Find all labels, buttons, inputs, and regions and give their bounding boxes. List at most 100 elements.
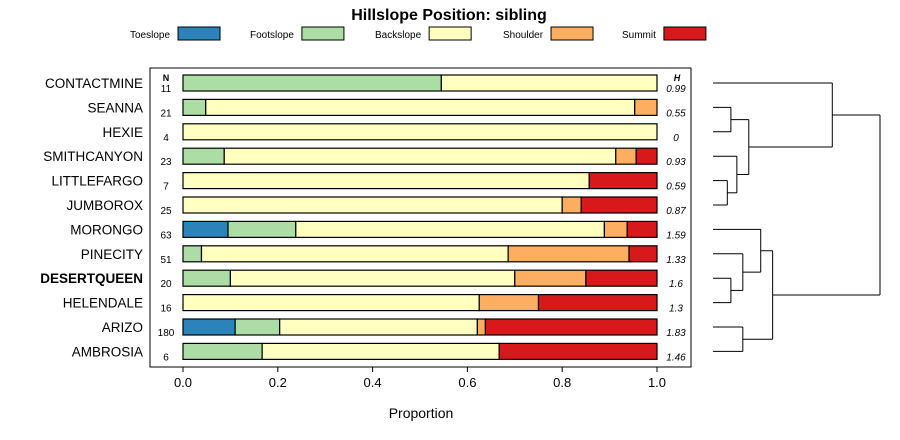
row-label-morongo: MORONGO: [70, 222, 143, 237]
n-value: 7: [163, 182, 169, 193]
bar-segment-littlefargo-backslope: [182, 172, 590, 190]
bar-segment-desertqueen-backslope: [229, 269, 516, 287]
row-label-seanna: SEANNA: [87, 100, 143, 115]
bar-group: [182, 74, 658, 360]
h-value-group: 0.99 0.55 0 0.93 0.59 0.87 1.59 1.33 1.6 1.3 1.83 1…: [666, 84, 686, 363]
bar-segment-desertqueen-summit: [585, 269, 658, 287]
n-value: 4: [163, 133, 169, 144]
x-tick-label: 0.4: [364, 375, 382, 390]
h-value: 1.59: [666, 230, 686, 241]
bar-segment-helendale-summit: [537, 294, 658, 312]
h-column-header: H: [674, 73, 681, 83]
h-value: 0.87: [666, 206, 686, 217]
row-label-jumborox: JUMBOROX: [66, 198, 143, 213]
row-label-desertqueen: DESERTQUEEN: [40, 271, 143, 286]
bar-segment-smithcanyon-backslope: [223, 147, 617, 165]
legend-label-footslope: Footslope: [250, 30, 294, 41]
x-tick-label: 0.6: [458, 375, 476, 390]
x-tick-label: 0.2: [269, 375, 287, 390]
bar-segment-pinecity-footslope: [182, 245, 203, 263]
bar-segment-seanna-backslope: [205, 98, 636, 117]
bar-segment-ambrosia-backslope: [261, 342, 500, 360]
bar-segment-arizo-shoulder: [476, 318, 487, 336]
n-value: 11: [161, 84, 172, 95]
x-axis-label: Proportion: [389, 405, 454, 421]
legend-swatch-toeslope: [177, 26, 221, 41]
legend-swatch-footslope: [301, 26, 345, 41]
bar-segment-morongo-footslope: [227, 220, 297, 238]
chart-title: Hillslope Position: sibling: [351, 7, 547, 24]
h-value: 0.55: [666, 108, 686, 119]
h-value: 1.33: [666, 255, 686, 266]
bar-segment-pinecity-shoulder: [507, 245, 630, 263]
bar-segment-smithcanyon-shoulder: [615, 147, 637, 165]
bar-segment-helendale-backslope: [182, 294, 480, 312]
bar-segment-hexie-backslope: [182, 123, 658, 141]
row-label-arizo: ARIZO: [102, 320, 143, 335]
legend-label-summit: Summit: [622, 30, 656, 41]
row-label-helendale: HELENDALE: [63, 296, 143, 311]
bar-segment-contactmine-backslope: [440, 74, 658, 92]
n-value: 180: [158, 328, 175, 339]
bar-segment-smithcanyon-summit: [635, 147, 658, 165]
bar-segment-morongo-shoulder: [603, 220, 628, 238]
h-value: 1.3: [669, 304, 683, 315]
bar-segment-littlefargo-summit: [588, 172, 658, 190]
n-column-header: N: [163, 73, 170, 83]
x-tick-label: 1.0: [648, 375, 666, 390]
legend-swatch-summit: [663, 26, 707, 41]
bar-segment-arizo-backslope: [279, 318, 478, 336]
row-label-hexie: HEXIE: [102, 125, 143, 140]
bar-segment-jumborox-shoulder: [561, 196, 582, 214]
bar-segment-contactmine-footslope: [182, 74, 442, 92]
n-value-group: 11 21 4 23 7 25 63 51 20 16 180 6: [158, 84, 175, 363]
row-label-group: CONTACTMINE SEANNA HEXIE SMITHCANYON LITTLEF…: [40, 76, 143, 359]
h-value: 1.46: [666, 352, 686, 363]
bar-segment-desertqueen-shoulder: [514, 269, 587, 287]
plot-panel: [149, 67, 692, 368]
n-value: 21: [160, 108, 172, 119]
row-label-littlefargo: LITTLEFARGO: [51, 174, 143, 189]
legend-label-backslope: Backslope: [375, 30, 422, 41]
bar-segment-morongo-summit: [626, 220, 658, 238]
h-value: 0.93: [666, 157, 686, 168]
legend-label-shoulder: Shoulder: [503, 30, 544, 41]
n-value: 51: [160, 255, 172, 266]
bar-segment-pinecity-summit: [628, 245, 658, 263]
h-value: 0: [673, 133, 679, 144]
n-value: 25: [160, 206, 172, 217]
bar-segment-arizo-toeslope: [182, 318, 236, 336]
row-label-contactmine: CONTACTMINE: [45, 76, 143, 91]
legend-swatch-backslope: [428, 26, 472, 41]
h-value: 0.99: [666, 84, 686, 95]
x-axis: 0.0 0.2 0.4 0.6 0.8 1.0: [174, 367, 666, 390]
bar-segment-ambrosia-summit: [498, 342, 658, 360]
bar-segment-helendale-shoulder: [478, 294, 540, 312]
n-value: 6: [163, 352, 169, 363]
bar-segment-ambrosia-footslope: [182, 342, 263, 360]
n-value: 20: [160, 279, 172, 290]
chart-legend: Toeslope Footslope Backslope Shoulder Summit: [130, 26, 707, 41]
n-value: 16: [160, 304, 172, 315]
bar-segment-jumborox-backslope: [182, 196, 563, 214]
row-label-smithcanyon: SMITHCANYON: [43, 149, 143, 164]
h-value: 1.83: [666, 328, 686, 339]
x-tick-label: 0.0: [174, 375, 192, 390]
bar-segment-smithcanyon-footslope: [182, 147, 225, 165]
dendrogram: [713, 82, 881, 352]
row-label-ambrosia: AMBROSIA: [72, 344, 143, 359]
bar-segment-seanna-shoulder: [634, 98, 658, 117]
n-value: 23: [160, 157, 172, 168]
bar-segment-arizo-footslope: [234, 318, 281, 336]
h-value: 1.6: [669, 279, 683, 290]
bar-segment-seanna-footslope: [182, 98, 207, 117]
x-tick-label: 0.8: [553, 375, 571, 390]
bar-segment-pinecity-backslope: [200, 245, 509, 263]
bar-segment-arizo-summit: [484, 318, 658, 336]
h-value: 0.59: [666, 182, 686, 193]
legend-label-toeslope: Toeslope: [130, 30, 170, 41]
legend-swatch-shoulder: [550, 26, 594, 41]
bar-segment-morongo-toeslope: [182, 220, 229, 238]
n-value: 63: [160, 230, 172, 241]
